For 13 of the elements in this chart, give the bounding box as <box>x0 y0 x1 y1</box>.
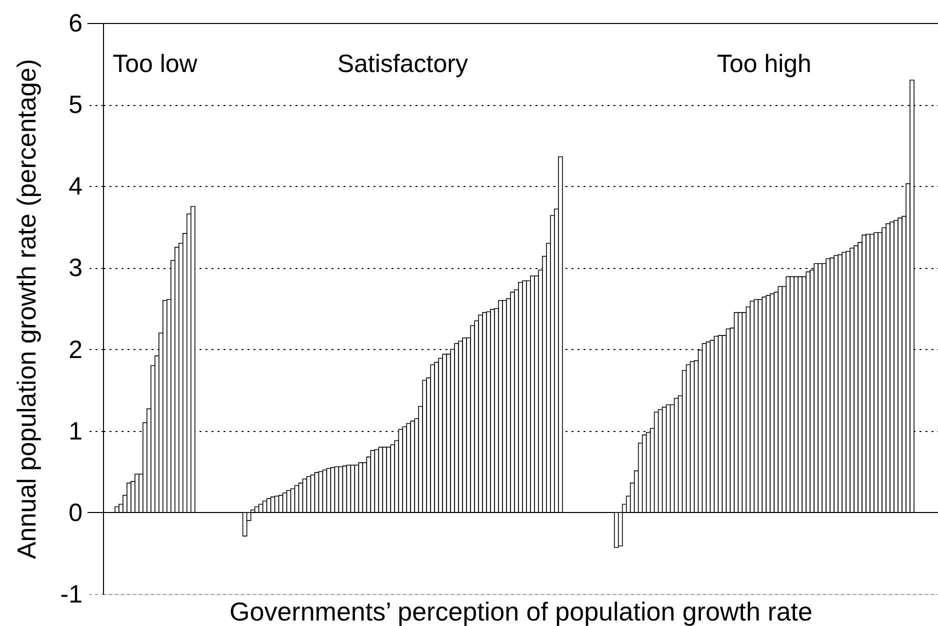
y-tick-label: 5 <box>68 91 82 120</box>
y-axis-title: Annual population growth rate (percentage) <box>11 58 42 560</box>
y-tick-label: 6 <box>68 10 82 38</box>
annotation: Satisfactory <box>337 50 468 78</box>
y-tick-label: 3 <box>68 254 82 282</box>
annotation: Too low <box>112 50 198 78</box>
y-tick-label: 1 <box>68 417 82 446</box>
x-axis-title: Governments’ perception of population growth rate <box>230 596 812 626</box>
annotation: Too high <box>716 50 812 78</box>
y-tick-label: 0 <box>68 498 82 527</box>
y-tick-label: 4 <box>68 172 83 201</box>
y-tick-label: -1 <box>60 580 82 608</box>
y-tick-label: 2 <box>68 336 82 364</box>
